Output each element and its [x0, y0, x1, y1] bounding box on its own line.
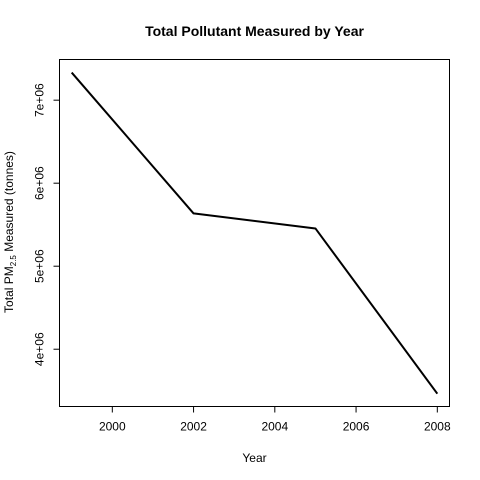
y-tick-label: 5e+06: [33, 249, 47, 283]
x-tick-label: 2000: [99, 420, 126, 434]
x-tick-label: 2008: [424, 420, 451, 434]
y-axis-label: Total PM2.5 Measured (tonnes): [2, 151, 18, 313]
y-tick-label: 6e+06: [33, 166, 47, 200]
x-tick-label: 2002: [180, 420, 207, 434]
y-axis-label-subscript: 2.5: [9, 255, 18, 267]
chart-title: Total Pollutant Measured by Year: [145, 23, 364, 39]
x-tick-label: 2004: [261, 420, 288, 434]
y-axis-label-prefix: Total PM: [2, 266, 16, 313]
x-axis-label: Year: [242, 451, 266, 465]
y-axis-label-suffix: Measured (tonnes): [2, 151, 16, 255]
y-tick-label: 4e+06: [33, 332, 47, 366]
y-tick-label: 7e+06: [33, 83, 47, 117]
x-tick-label: 2006: [343, 420, 370, 434]
